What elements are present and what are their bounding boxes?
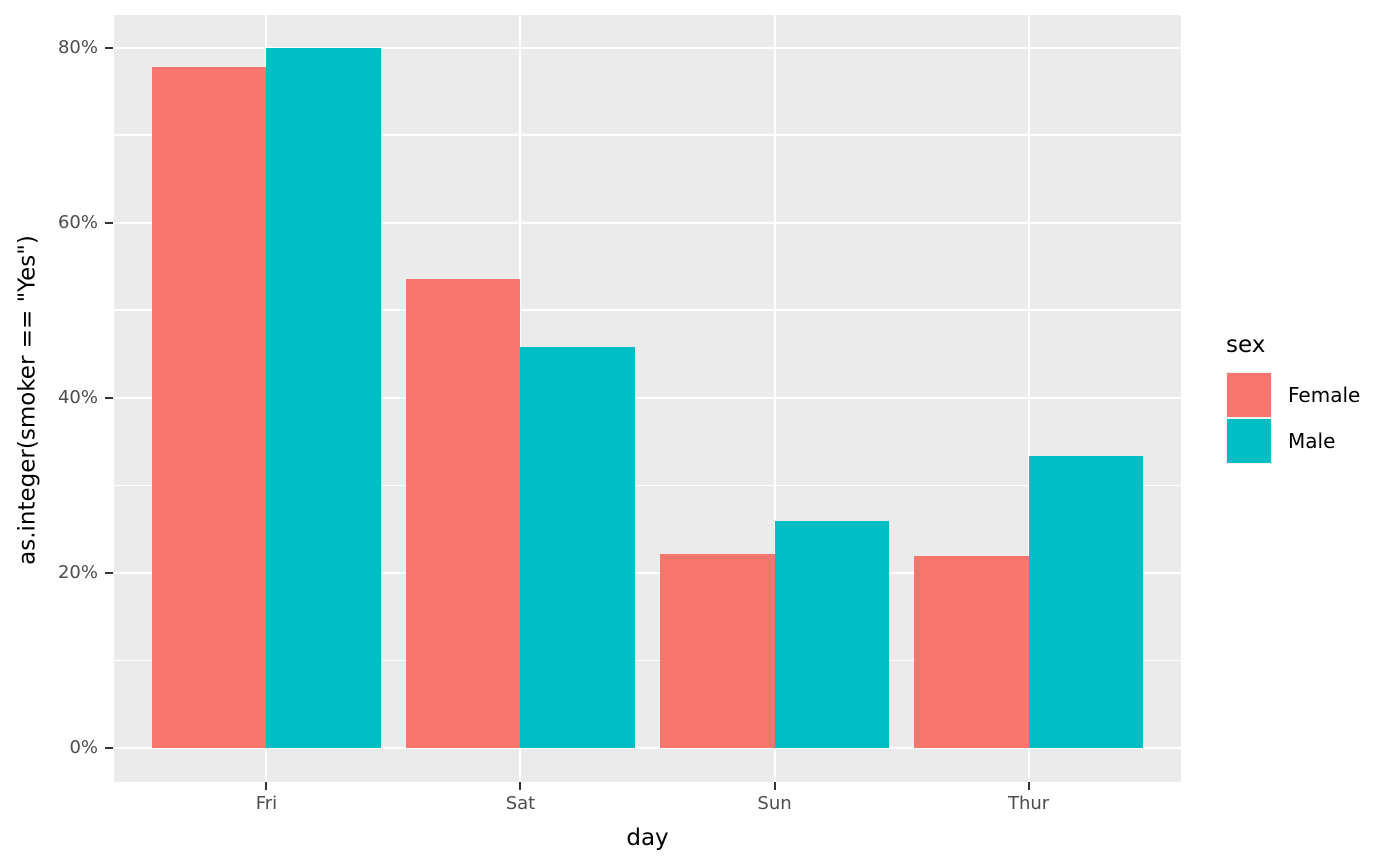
plot-panel (114, 15, 1181, 782)
x-axis-title: day (626, 825, 669, 851)
y-gridline-major (114, 396, 1181, 399)
bar-thur-female (914, 556, 1029, 748)
legend-key-male (1226, 418, 1272, 464)
y-tick-label: 20% (57, 561, 98, 583)
x-tick-label: Sun (757, 793, 792, 814)
x-gridline-major (1027, 15, 1030, 782)
y-gridline-minor (114, 134, 1181, 136)
bar-fri-male (266, 47, 381, 748)
bar-fri-female (152, 66, 267, 748)
y-tick-label: 0% (69, 737, 98, 758)
y-gridline-major (114, 571, 1181, 574)
legend: sex Female Male (1226, 331, 1360, 464)
legend-title: sex (1226, 332, 1266, 358)
y-tick (105, 46, 113, 49)
y-gridline-major (114, 221, 1181, 224)
x-tick (519, 782, 522, 790)
legend-key-female (1226, 372, 1272, 418)
x-tick-label: Sat (505, 793, 536, 814)
bar-sat-male (520, 346, 635, 748)
y-gridline-minor (114, 659, 1181, 662)
x-tick (773, 782, 776, 790)
y-tick-label: 60% (57, 211, 98, 233)
y-tick-label: 40% (57, 386, 98, 408)
y-tick-label: 80% (57, 36, 98, 58)
y-gridline-major (114, 747, 1181, 749)
y-axis-title: as.integer(smoker == "Yes") (14, 235, 41, 565)
bar-sun-male (774, 521, 889, 748)
bar-thur-male (1028, 456, 1143, 748)
y-tick (105, 396, 113, 399)
x-tick-label: Fri (255, 793, 278, 814)
y-tick (105, 571, 113, 574)
y-gridline-minor (114, 484, 1181, 486)
bar-sat-female (406, 278, 521, 748)
y-gridline-major (114, 46, 1181, 49)
bar-sun-female (660, 553, 775, 748)
female-swatch (1227, 373, 1271, 417)
y-tick (105, 747, 113, 749)
legend-item-female: Female (1226, 372, 1360, 418)
x-tick-label: Thur (1007, 793, 1050, 814)
male-swatch (1227, 419, 1271, 463)
x-gridline-major (773, 15, 776, 782)
x-tick (265, 782, 268, 790)
legend-item-male: Male (1226, 418, 1360, 464)
y-tick (105, 221, 113, 224)
x-tick (1027, 782, 1030, 790)
legend-label-male: Male (1288, 429, 1336, 453)
y-gridline-minor (114, 309, 1181, 311)
legend-label-female: Female (1288, 383, 1361, 407)
